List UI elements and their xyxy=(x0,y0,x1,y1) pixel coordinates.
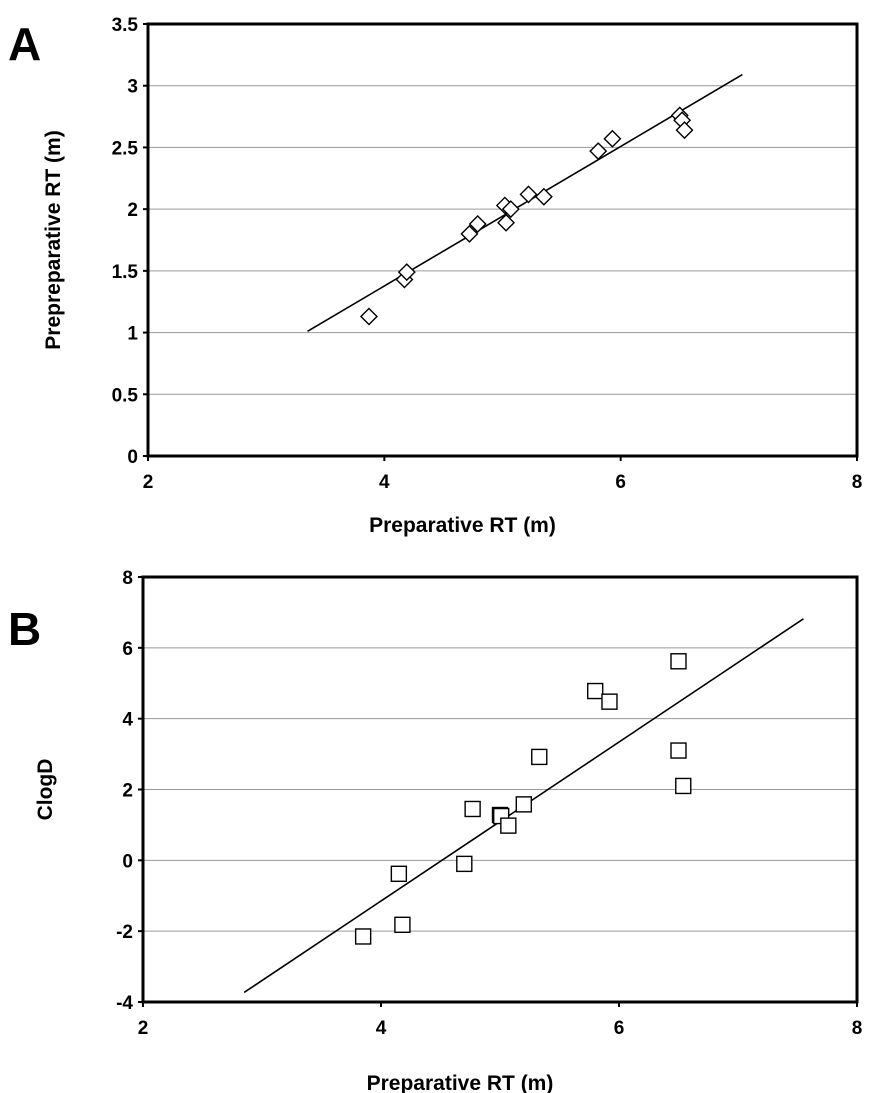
square-marker xyxy=(354,928,372,945)
y-tick-label: -4 xyxy=(116,993,133,1014)
y-tick-label: 3 xyxy=(127,77,138,98)
square-marker xyxy=(500,817,517,834)
y-tick-label: 3.5 xyxy=(112,15,139,36)
x-tick-label: 2 xyxy=(143,472,154,493)
x-tick-label: 8 xyxy=(852,472,863,493)
square-marker xyxy=(587,682,604,700)
diamond-marker xyxy=(497,213,516,232)
square-marker xyxy=(515,796,532,813)
square-marker xyxy=(390,865,408,882)
x-tick-label: 2 xyxy=(138,1018,149,1039)
y-tick-label: 0 xyxy=(127,447,138,468)
x-tick-label: 4 xyxy=(376,1018,387,1039)
diamond-marker xyxy=(589,142,608,161)
square-marker xyxy=(675,777,692,795)
square-marker xyxy=(456,855,473,873)
x-tick-label: 8 xyxy=(852,1018,863,1039)
diamond-marker xyxy=(460,224,479,243)
y-tick-label: -2 xyxy=(116,922,133,943)
y-tick-label: 1.5 xyxy=(112,262,139,283)
diamond-marker xyxy=(501,200,520,219)
panel-b: -4 -2 0 2 4 6 8 2 4 6 8 Preparative RT (m) ClogD B xyxy=(8,568,862,1093)
diamond-marker xyxy=(359,307,378,326)
x-tick-label: 6 xyxy=(614,1018,625,1039)
y-tick-label: 6 xyxy=(122,639,133,660)
y-axis-label: Prepreparative RT (m) xyxy=(42,130,65,349)
panel-label: A xyxy=(8,18,41,70)
diamond-marker xyxy=(397,263,416,282)
diamond-marker xyxy=(534,187,553,206)
square-marker xyxy=(601,693,618,710)
diamond-marker xyxy=(675,121,694,140)
y-tick-label: 2.5 xyxy=(112,138,139,159)
plot-frame xyxy=(146,22,859,458)
y-axis-label: ClogD xyxy=(34,759,57,821)
x-tick-label: 4 xyxy=(379,472,390,493)
x-axis-label: Preparative RT (m) xyxy=(369,514,556,537)
y-tick-label: 4 xyxy=(122,710,133,731)
diamond-marker xyxy=(519,185,538,204)
square-marker xyxy=(464,800,481,818)
y-tick-label: 0.5 xyxy=(112,385,139,406)
panel-a: 0 0.5 1 1.5 2 2.5 3 3.5 2 4 6 8 Preparative RT (m) Pr… xyxy=(8,15,862,537)
panel-label: B xyxy=(8,603,41,655)
x-tick-label: 6 xyxy=(615,472,626,493)
square-marker xyxy=(394,916,411,933)
square-marker xyxy=(670,653,687,670)
y-tick-label: 2 xyxy=(122,781,133,802)
y-tick-label: 8 xyxy=(122,568,133,589)
y-tick-label: 1 xyxy=(127,324,138,345)
trend-line xyxy=(307,73,743,333)
x-axis-label: Preparative RT (m) xyxy=(367,1072,554,1093)
diamond-marker xyxy=(468,214,487,233)
square-marker xyxy=(531,748,548,766)
y-tick-label: 2 xyxy=(127,200,138,221)
diamond-marker xyxy=(603,129,622,148)
y-tick-label: 0 xyxy=(122,851,133,872)
square-marker xyxy=(670,742,687,759)
